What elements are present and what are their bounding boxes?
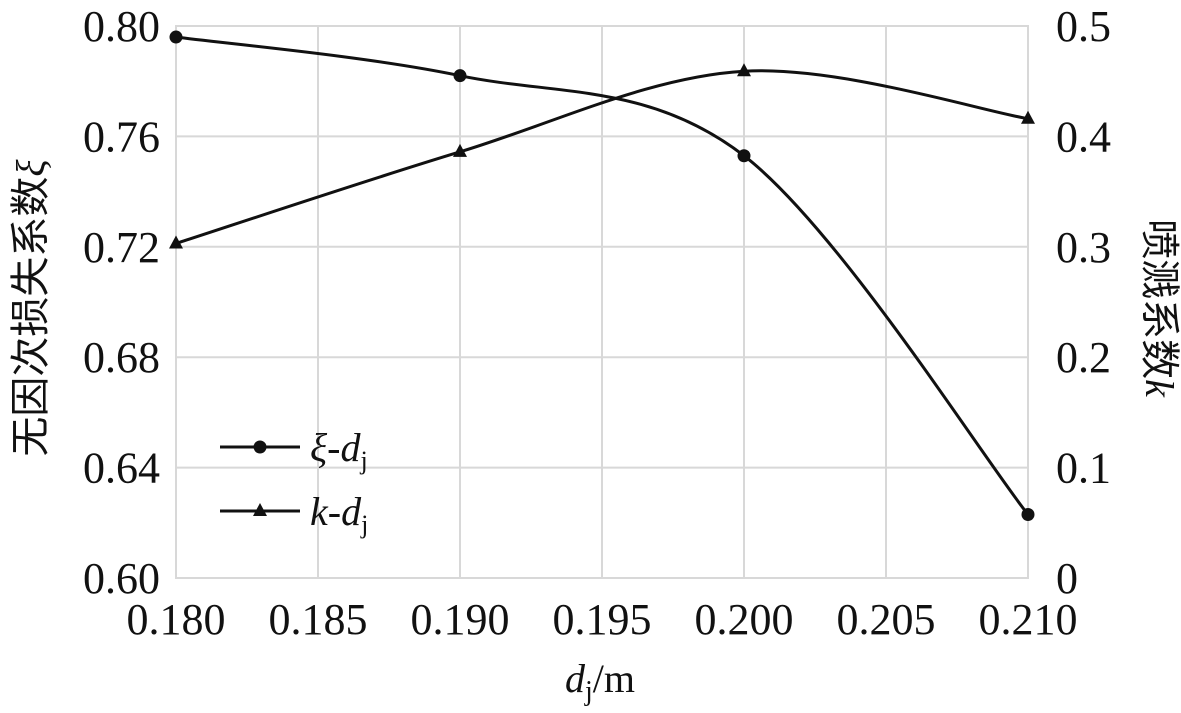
legend-label-xi: ξ-dj (310, 425, 368, 475)
data-point-circle (1021, 508, 1035, 522)
legend-xi-subscript: j (359, 446, 367, 475)
legend-xi-d: d (340, 425, 361, 470)
x-tick-label: 0.180 (127, 595, 226, 644)
x-tick-label: 0.190 (411, 595, 510, 644)
data-point-triangle (453, 143, 467, 157)
legend-marker-circle (253, 440, 267, 454)
y-left-axis-title-symbol: ξ (8, 159, 53, 177)
y-left-tick-label: 0.64 (83, 444, 160, 493)
x-axis-subscript: j (584, 676, 593, 707)
data-point-circle (453, 69, 467, 83)
x-tick-label: 0.200 (695, 595, 794, 644)
y-right-axis-title-text: 喷溅系数 (1136, 219, 1181, 379)
y-left-axis-title: 无因次损失系数ξ (8, 159, 54, 457)
x-tick-label: 0.205 (837, 595, 936, 644)
y-right-tick-label: 0.4 (1056, 112, 1111, 161)
legend-xi-dash: - (327, 425, 340, 470)
x-tick-label: 0.185 (269, 595, 368, 644)
legend: ξ-dj k-dj (220, 425, 368, 539)
data-point-circle (737, 149, 751, 163)
data-point-triangle (1021, 110, 1035, 124)
y-right-tick-label: 0.1 (1056, 444, 1111, 493)
x-axis-unit: /m (593, 656, 635, 701)
x-axis-symbol: d (565, 656, 586, 701)
y-left-tick-label: 0.80 (83, 2, 160, 51)
legend-k-dash: - (328, 489, 341, 534)
y-right-tick-label: 0.5 (1056, 2, 1111, 51)
y-left-axis-ticks: 0.60 0.64 0.68 0.72 0.76 0.80 (83, 2, 160, 603)
legend-xi-symbol: ξ (310, 425, 328, 470)
y-left-axis-title-text: 无因次损失系数 (8, 177, 54, 457)
series-xi (169, 30, 1035, 522)
grid (175, 25, 1029, 579)
y-right-tick-label: 0.3 (1056, 223, 1111, 272)
y-left-tick-label: 0.60 (83, 554, 160, 603)
x-axis-ticks: 0.180 0.185 0.190 0.195 0.200 0.205 0.210 (127, 595, 1078, 644)
plot-frame (175, 25, 1029, 579)
data-point-circle (169, 30, 183, 44)
y-right-axis-title: 喷溅系数k (1136, 219, 1181, 398)
legend-k-subscript: j (360, 510, 368, 539)
y-right-tick-label: 0.2 (1056, 333, 1111, 382)
y-right-tick-label: 0 (1056, 554, 1078, 603)
y-right-axis-title-symbol: k (1137, 379, 1181, 398)
legend-marker-triangle (253, 503, 267, 516)
legend-label-k: k-dj (310, 489, 368, 539)
data-point-triangle (169, 235, 183, 249)
series-k (169, 63, 1035, 249)
series-line (175, 69, 1029, 245)
x-tick-label: 0.195 (553, 595, 652, 644)
y-left-tick-label: 0.68 (83, 333, 160, 382)
x-tick-label: 0.210 (979, 595, 1078, 644)
legend-k-d: d (341, 489, 362, 534)
legend-k-symbol: k (310, 489, 329, 534)
y-left-tick-label: 0.72 (83, 223, 160, 272)
data-point-triangle (737, 63, 751, 77)
y-right-axis-ticks: 0 0.1 0.2 0.3 0.4 0.5 (1056, 2, 1111, 603)
series-layer (169, 30, 1035, 522)
y-left-tick-label: 0.76 (83, 112, 160, 161)
series-line (175, 35, 1030, 516)
x-axis-title: dj/m (565, 656, 635, 707)
